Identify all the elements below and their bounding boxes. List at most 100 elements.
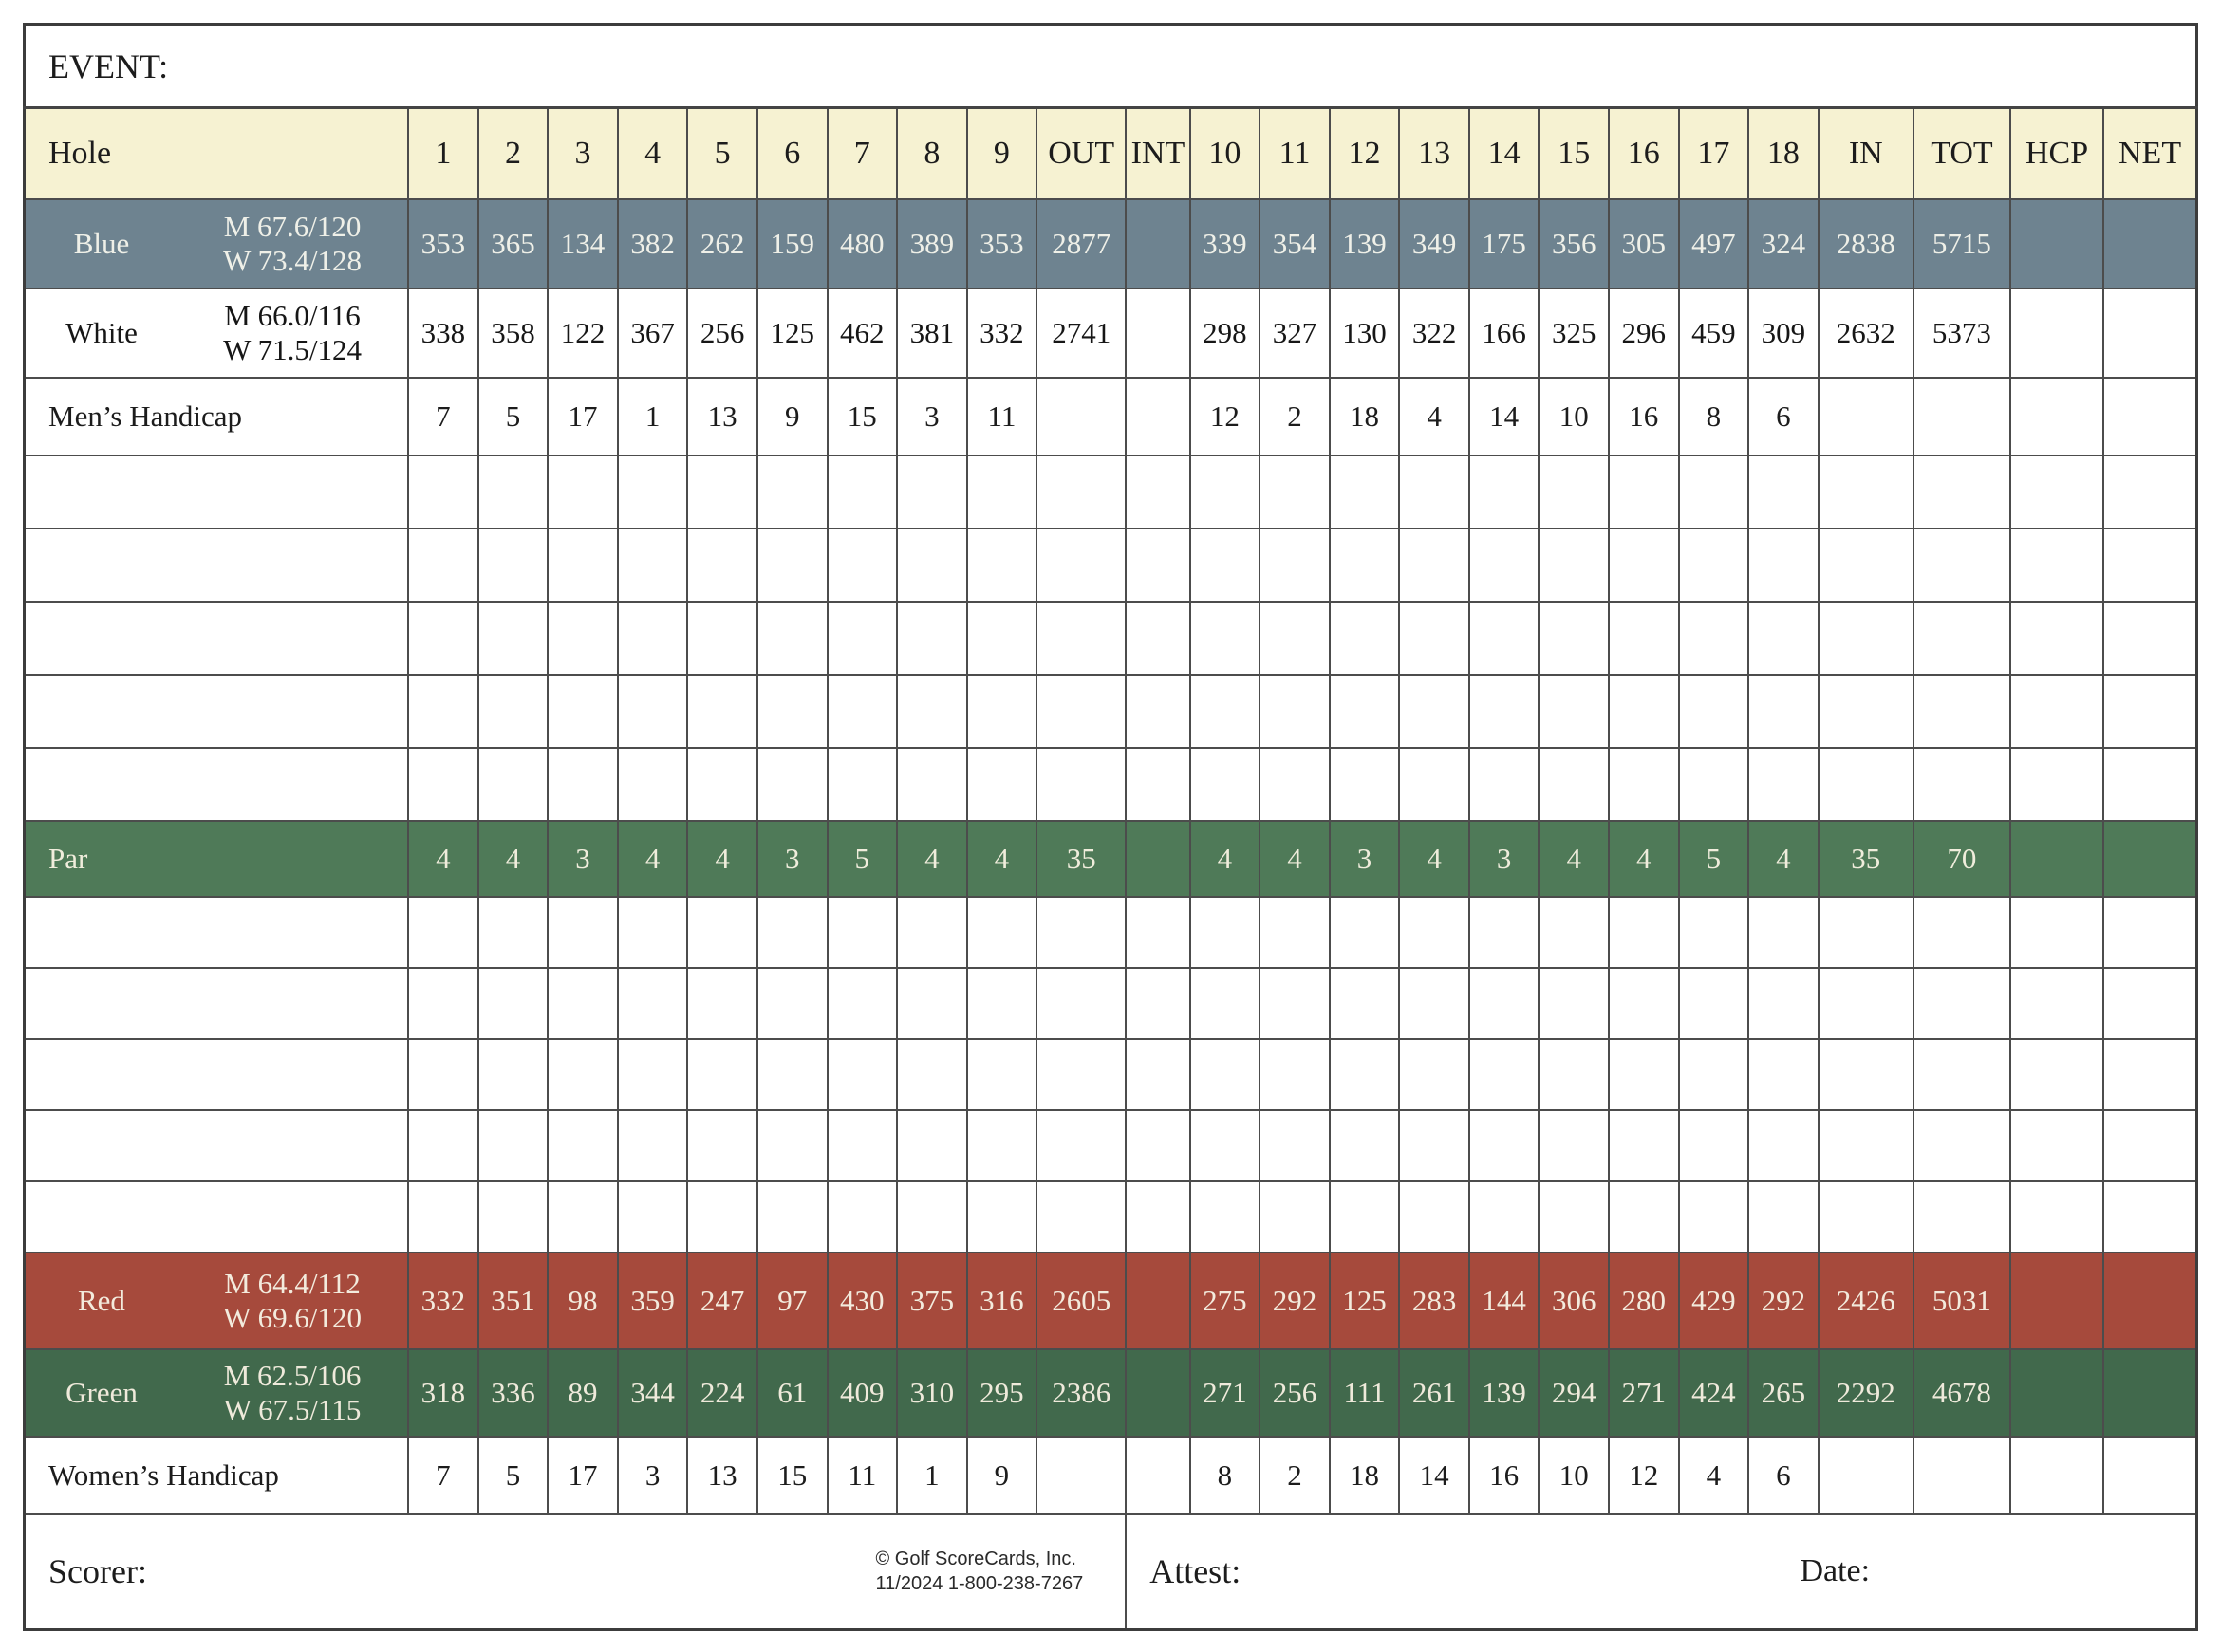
score-cell [2102, 1037, 2198, 1111]
score-cell [1747, 600, 1820, 676]
score-cell [2009, 895, 2105, 969]
score-cell [965, 600, 1038, 676]
score-cell [2102, 527, 2198, 603]
score-cell [756, 1179, 829, 1253]
score-cell [2102, 746, 2198, 822]
score-cell [686, 966, 758, 1040]
score-cell [1817, 454, 1914, 529]
score-cell [1328, 1108, 1401, 1182]
score-cell [2009, 1108, 2105, 1182]
score-cell [1912, 673, 2012, 749]
score-cell [1125, 1037, 1191, 1111]
score-cell [616, 454, 689, 529]
score-cell [1188, 1179, 1261, 1253]
handicap-cell: 14 [1467, 376, 1540, 456]
yardage-cell: 125 [1328, 1251, 1401, 1350]
score-cell [1188, 746, 1261, 822]
score-cell [1328, 527, 1401, 603]
score-cell [476, 454, 550, 529]
score-cell [1538, 895, 1611, 969]
score-cell [1912, 746, 2012, 822]
yardage-cell: 382 [616, 197, 689, 289]
int-cell [1125, 287, 1191, 379]
score-cell [1608, 966, 1680, 1040]
score-cell [686, 895, 758, 969]
tot-total: 70 [1912, 819, 2012, 898]
score-cell [686, 600, 758, 676]
score-cell [756, 1037, 829, 1111]
score-cell [1467, 895, 1540, 969]
par-cell: 5 [826, 819, 899, 898]
out-total: 2877 [1036, 197, 1128, 289]
yardage-cell: 134 [547, 197, 619, 289]
score-cell [1188, 1108, 1261, 1182]
out-cell [1036, 1435, 1128, 1515]
score-cell [1036, 600, 1128, 676]
score-cell [1036, 1037, 1128, 1111]
score-cell [2009, 1037, 2105, 1111]
player-name-cell [23, 895, 410, 969]
score-cell [547, 966, 619, 1040]
score-cell [1608, 1179, 1680, 1253]
yardage-cell: 497 [1677, 197, 1750, 289]
handicap-cell: 2 [1259, 376, 1331, 456]
yardage-cell: 424 [1677, 1347, 1750, 1438]
yardage-cell: 122 [547, 287, 619, 379]
par-cell: 4 [1747, 819, 1820, 898]
score-cell [1912, 600, 2012, 676]
hole-number: 2 [476, 106, 550, 200]
hcp-cell [2009, 1251, 2105, 1350]
score-cell [1677, 746, 1750, 822]
score-cell [1036, 746, 1128, 822]
score-cell [1912, 454, 2012, 529]
hole-number: 11 [1259, 106, 1331, 200]
yardage-cell: 480 [826, 197, 899, 289]
score-cell [826, 673, 899, 749]
hcp-cell [2009, 197, 2105, 289]
rating-women: W 73.4/128 [223, 243, 362, 277]
yardage-cell: 271 [1608, 1347, 1680, 1438]
rating-women: W 67.5/115 [223, 1392, 362, 1426]
yardage-cell: 298 [1188, 287, 1261, 379]
par-cell: 4 [1188, 819, 1261, 898]
yardage-cell: 344 [616, 1347, 689, 1438]
score-cell [1747, 966, 1820, 1040]
score-cell [407, 895, 479, 969]
hole-number: 1 [407, 106, 479, 200]
score-cell [1398, 1037, 1470, 1111]
score-cell [1125, 895, 1191, 969]
score-cell [2102, 895, 2198, 969]
yardage-cell: 325 [1538, 287, 1611, 379]
score-cell [2102, 1179, 2198, 1253]
score-row [23, 895, 2198, 969]
net-cell [2102, 1251, 2198, 1350]
yardage-cell: 247 [686, 1251, 758, 1350]
score-cell [686, 746, 758, 822]
copyright-line1: © Golf ScoreCards, Inc. [875, 1549, 1076, 1570]
handicap-cell: 13 [686, 1435, 758, 1515]
score-cell [476, 600, 550, 676]
yardage-cell: 365 [476, 197, 550, 289]
womens-handicap-label: Women’s Handicap [23, 1435, 410, 1515]
yardage-cell: 359 [616, 1251, 689, 1350]
tot-header: TOT [1912, 106, 2012, 200]
yardage-cell: 339 [1188, 197, 1261, 289]
score-cell [1467, 966, 1540, 1040]
score-cell [1677, 673, 1750, 749]
yardage-cell: 296 [1608, 287, 1680, 379]
score-cell [1259, 1108, 1331, 1182]
hcp-cell [2009, 287, 2105, 379]
yardage-cell: 305 [1608, 197, 1680, 289]
score-cell [1747, 454, 1820, 529]
score-cell [547, 895, 619, 969]
hole-number: 15 [1538, 106, 1611, 200]
score-cell [1259, 600, 1331, 676]
score-cell [1747, 1108, 1820, 1182]
par-cell: 4 [616, 819, 689, 898]
score-cell [476, 1179, 550, 1253]
tee-rating: M 64.4/112 W 69.6/120 [176, 1251, 410, 1350]
score-cell [756, 966, 829, 1040]
yardage-cell: 61 [756, 1347, 829, 1438]
score-cell [1259, 527, 1331, 603]
handicap-cell: 6 [1747, 1435, 1820, 1515]
